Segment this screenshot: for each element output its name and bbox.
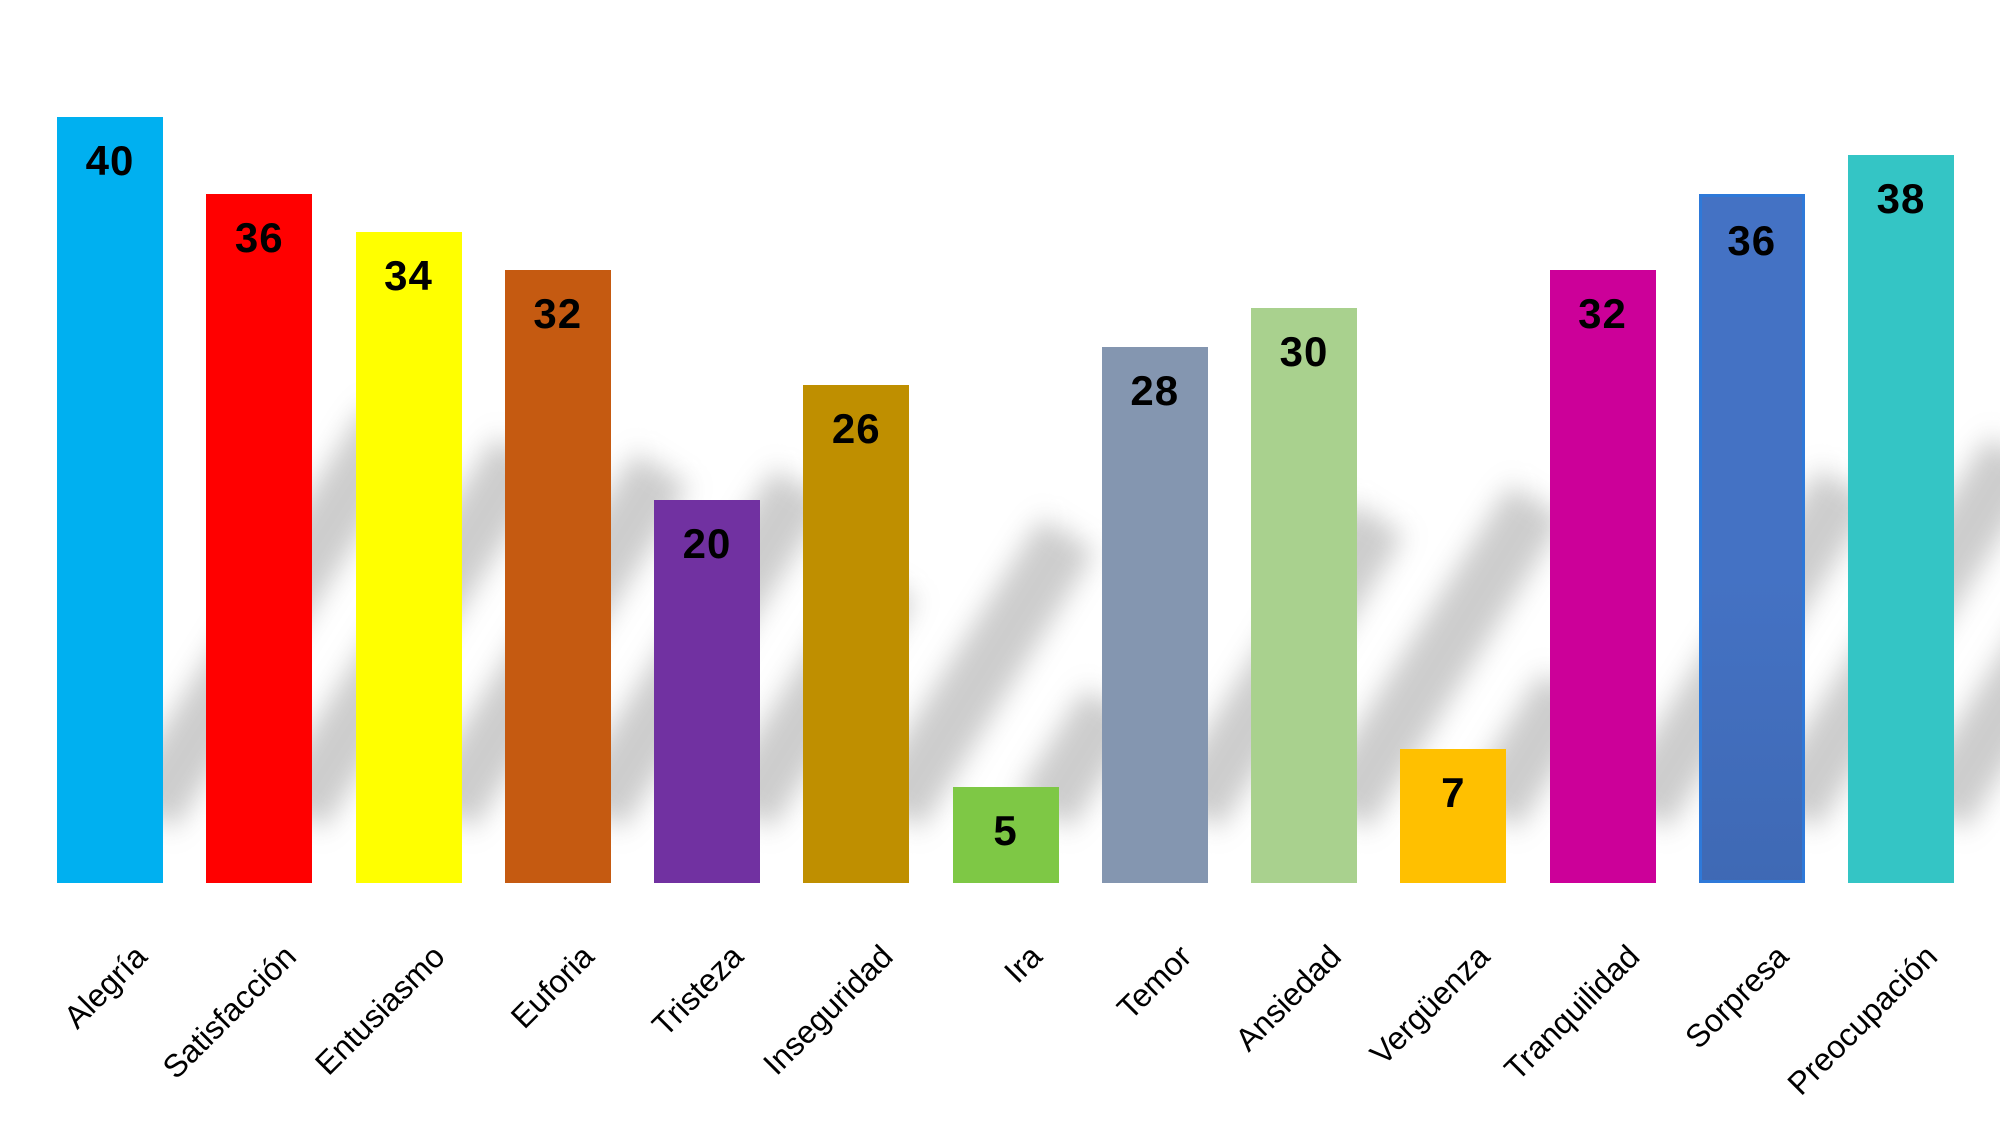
bar-group-tranquilidad: 32 Tranquilidad [1497, 0, 1873, 1087]
bar-value-label: 38 [1876, 175, 1926, 222]
x-axis-label-euforia: Euforia [504, 938, 602, 1036]
bar-value-label: 20 [682, 520, 732, 567]
bar-ansiedad[interactable]: 30 [1251, 308, 1357, 883]
bar-value-label: 32 [533, 290, 583, 337]
x-axis-label-alegria: Alegría [56, 938, 154, 1036]
x-axis-label-tranquilidad: Tranquilidad [1496, 938, 1646, 1088]
bar-series: 40 Alegría 36 Satisfacción 34 Entusiasmo 32 Euf… [56, 0, 2000, 1102]
x-axis-label-preocupacion: Preocupación [1780, 938, 1945, 1102]
bar-group-alegria: 40 Alegría [56, 0, 421, 1035]
bar-sorpresa[interactable]: 36 [1698, 194, 1805, 883]
x-axis-label-entusiasmo: Entusiasmo [308, 938, 452, 1082]
bar-verguenza[interactable]: 7 [1400, 749, 1507, 883]
bar-tristeza[interactable]: 20 [654, 500, 760, 883]
bar-value-label: 36 [1727, 217, 1777, 264]
bar-value-label: 40 [85, 137, 135, 184]
bar-inseguridad[interactable]: 26 [803, 385, 910, 883]
bar-group-sorpresa: 36 Sorpresa [1678, 0, 2000, 1055]
bar-preocupacion[interactable]: 38 [1848, 155, 1954, 883]
bar-group-ansiedad: 30 Ansiedad [1228, 0, 1565, 1058]
bar-group-verguenza: 7 Vergüenza [1363, 0, 1597, 1072]
x-axis-label-tristeza: Tristeza [645, 938, 751, 1044]
x-axis-label-ira: Ira [997, 938, 1049, 990]
x-axis-label-verguenza: Vergüenza [1363, 938, 1497, 1072]
x-axis-label-ansiedad: Ansiedad [1227, 938, 1348, 1058]
bar-tranquilidad[interactable]: 32 [1549, 270, 1656, 883]
bar-group-satisfaccion: 36 Satisfacción [155, 0, 550, 1085]
bar-value-label: 34 [384, 252, 433, 299]
bar-value-label: 32 [1578, 290, 1627, 337]
x-axis-label-satisfaccion: Satisfacción [155, 938, 303, 1086]
bar-group-preocupacion: 38 Preocupación [1781, 0, 2000, 1102]
bar-group-inseguridad: 26 Inseguridad [756, 0, 1096, 1082]
bar-group-euforia: 32 Euforia [504, 0, 828, 1035]
bar-value-label: 26 [831, 405, 881, 452]
bar-entusiasmo[interactable]: 34 [355, 232, 462, 883]
bar-value-label: 5 [993, 807, 1018, 854]
bar-value-label: 36 [234, 214, 284, 261]
x-axis-label-sorpresa: Sorpresa [1677, 938, 1796, 1056]
bar-temor[interactable]: 28 [1101, 347, 1208, 883]
bar-euforia[interactable]: 32 [504, 270, 611, 883]
bar-alegria[interactable]: 40 [57, 117, 163, 883]
x-axis-label-inseguridad: Inseguridad [755, 938, 900, 1082]
bar-satisfaccion[interactable]: 36 [206, 194, 313, 883]
x-axis-label-temor: Temor [1109, 938, 1199, 1027]
plot-area: 40 Alegría 36 Satisfacción 34 Entusiasmo 32 Euf… [56, 0, 2000, 1102]
bar-ira[interactable]: 5 [952, 787, 1059, 883]
bar-value-label: 30 [1279, 328, 1329, 375]
bar-value-label: 28 [1130, 367, 1180, 414]
bar-group-temor: 28 Temor [1101, 0, 1405, 1026]
bar-group-tristeza: 20 Tristeza [645, 0, 917, 1043]
bar-value-label: 7 [1441, 769, 1466, 816]
bar-group-ira: 5 Ira [952, 0, 1139, 990]
bar-group-entusiasmo: 34 Entusiasmo [308, 0, 689, 1082]
